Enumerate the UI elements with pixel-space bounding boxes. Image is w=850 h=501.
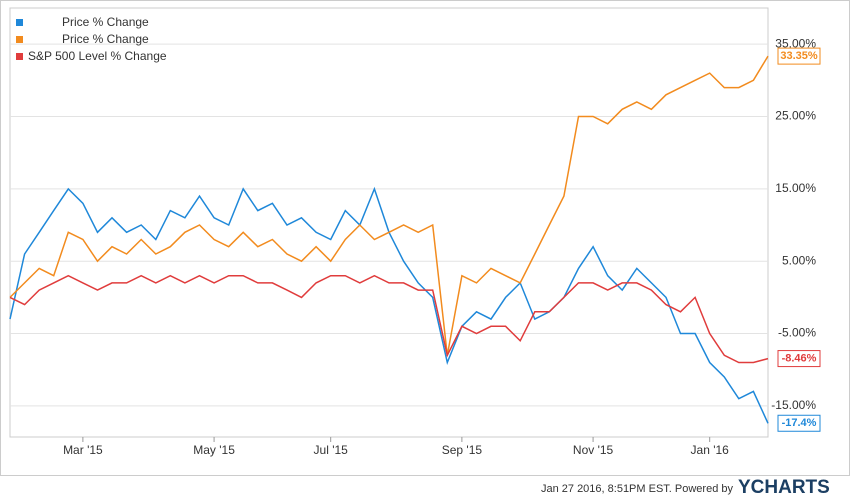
end-label: 33.35% — [780, 50, 818, 62]
end-label-box — [777, 414, 821, 432]
y-tick-label: 15.00% — [775, 181, 816, 195]
y-tick-label: 35.00% — [775, 36, 816, 50]
legend-swatch — [16, 36, 23, 43]
legend-swatch — [16, 19, 23, 26]
x-tick-label: Jul '15 — [314, 443, 349, 457]
footer-timestamp: Jan 27 2016, 8:51PM EST. Powered by — [541, 483, 734, 495]
x-tick-label: May '15 — [193, 443, 235, 457]
x-tick-label: Sep '15 — [442, 443, 483, 457]
end-label: -17.4% — [782, 417, 817, 429]
end-label-box — [777, 47, 821, 65]
legend-label: Price % Change — [62, 15, 149, 29]
footer-brand: YCHARTS — [738, 477, 830, 498]
series-line — [9, 274, 769, 364]
x-tick-label: Nov '15 — [573, 443, 614, 457]
chart-frame — [0, 0, 850, 476]
y-tick-label: -15.00% — [771, 398, 816, 412]
plot-frame — [9, 7, 769, 438]
end-label-box — [777, 350, 821, 368]
x-tick-label: Mar '15 — [63, 443, 103, 457]
legend-label: Price % Change — [62, 32, 149, 46]
end-label: -8.46% — [782, 352, 817, 364]
legend-label: S&P 500 Level % Change — [28, 49, 167, 63]
x-tick-label: Jan '16 — [691, 443, 730, 457]
series-line — [9, 55, 769, 356]
legend-swatch — [16, 53, 23, 60]
y-tick-label: 25.00% — [775, 109, 816, 123]
y-tick-label: -5.00% — [778, 326, 816, 340]
y-tick-label: 5.00% — [782, 253, 816, 267]
